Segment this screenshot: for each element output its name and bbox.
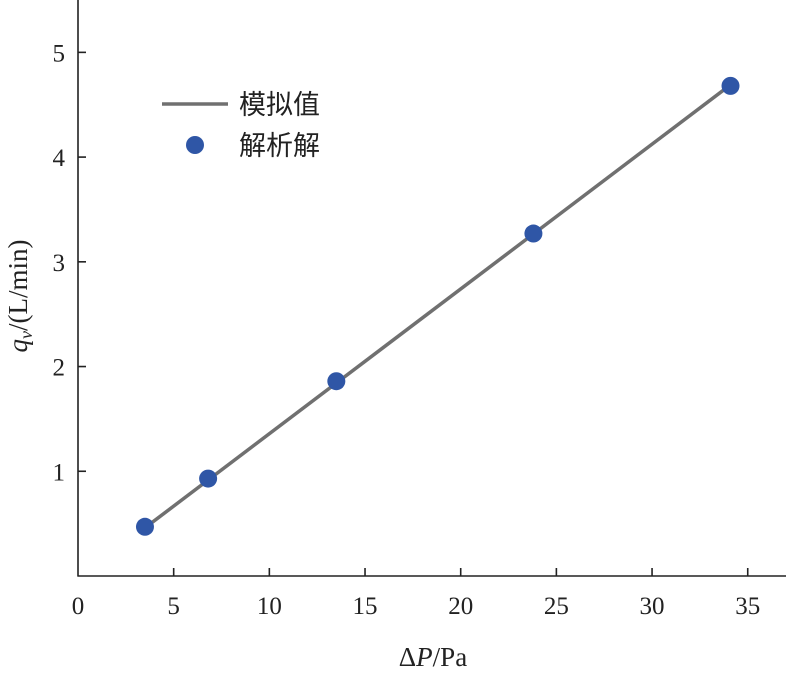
y-tick-label-4: 4: [53, 145, 66, 172]
x-tick-label-0: 0: [72, 593, 85, 620]
plot-area: [135, 76, 740, 536]
x-tick-label-25: 25: [544, 593, 569, 620]
y-tick-label-2: 2: [53, 355, 66, 382]
x-axis-label-delta: Δ: [399, 642, 416, 672]
legend-label-1: 解析解: [239, 131, 320, 162]
y-tick-label-3: 3: [53, 250, 66, 277]
data-point-0: [135, 517, 154, 536]
x-tick-label-5: 5: [167, 593, 180, 620]
y-axis-label-variable: q: [3, 339, 33, 353]
axes: [77, 0, 786, 577]
y-tick-label-5: 5: [53, 40, 66, 67]
y-axis-label-subscript: v: [16, 331, 36, 339]
legend-label-0: 模拟值: [239, 90, 320, 121]
data-point-1: [199, 469, 218, 488]
x-tick-label-15: 15: [353, 593, 378, 620]
y-tick-label-1: 1: [53, 459, 66, 486]
series-line-0: [143, 83, 732, 530]
x-axis-label-variable: P: [415, 642, 433, 672]
x-tick-label-20: 20: [448, 593, 473, 620]
x-tick-label-10: 10: [257, 593, 282, 620]
x-axis-label-unit: /Pa: [433, 642, 468, 672]
y-axis-label: qv/(L/min): [3, 240, 36, 353]
data-point-3: [524, 224, 543, 243]
data-point-2: [327, 372, 346, 391]
x-tick-label-30: 30: [640, 593, 665, 620]
x-tick-label-35: 35: [735, 593, 760, 620]
data-point-4: [721, 76, 740, 95]
y-axis-label-unit: /(L/min): [3, 240, 33, 331]
x-axis-label: ΔP/Pa: [399, 642, 467, 672]
ticks: 0 5 10 15 20 25 30 35 1 2 3 4 5: [53, 40, 761, 620]
legend-marker-swatch: [186, 136, 204, 154]
